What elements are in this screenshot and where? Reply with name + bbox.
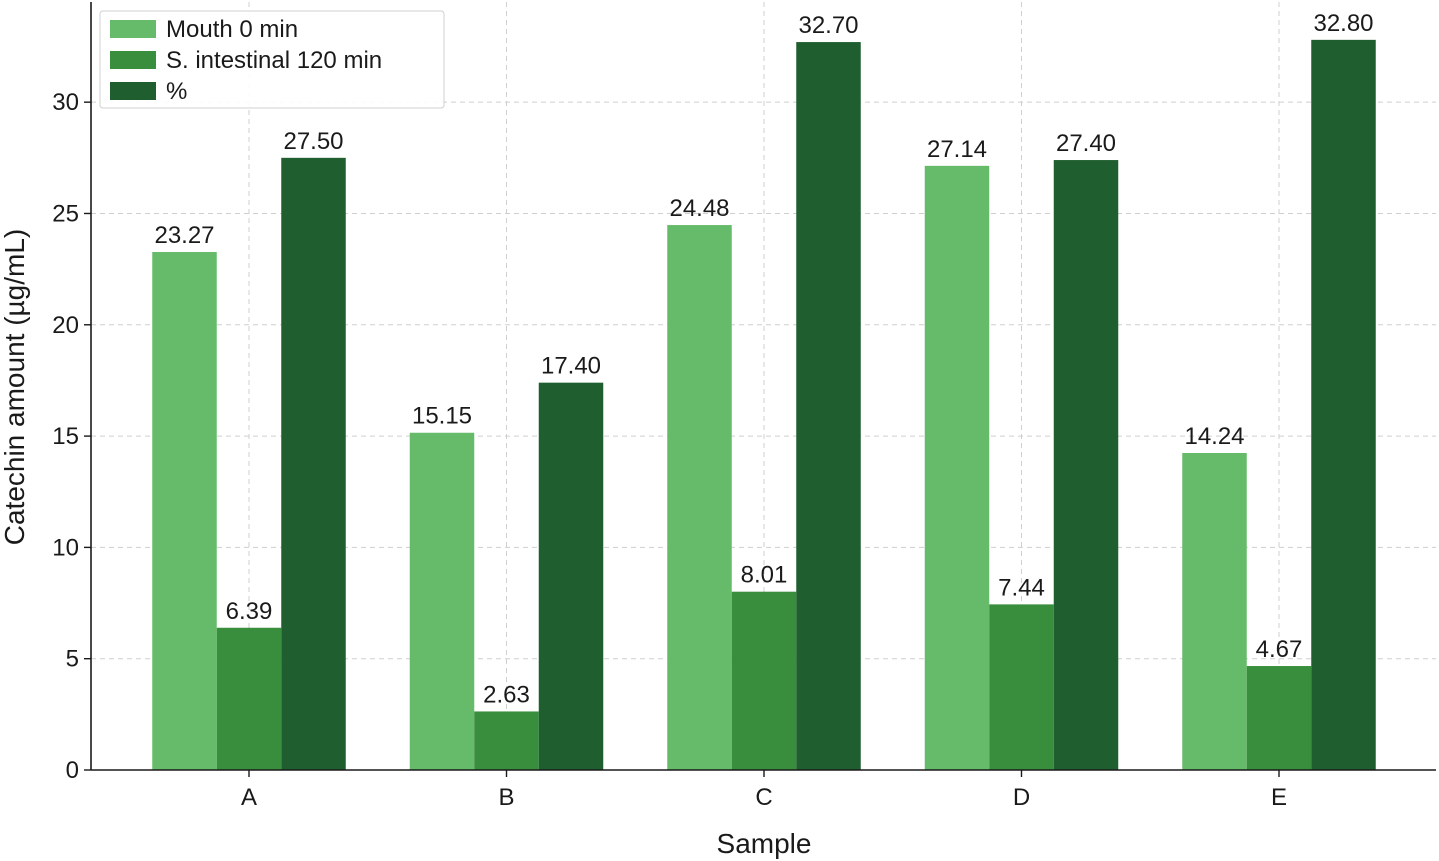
x-tick-label: C [755, 784, 772, 811]
y-tick-label: 0 [66, 757, 79, 784]
data-label: 32.70 [798, 12, 858, 39]
legend: Mouth 0 min S. intestinal 120 min% [99, 10, 445, 109]
x-tick-label: A [241, 784, 257, 811]
legend-label: Mouth 0 min [166, 16, 298, 43]
data-label: 7.44 [998, 574, 1045, 601]
data-label: 8.01 [741, 562, 788, 589]
bar-c-series-1 [667, 225, 732, 771]
data-label: 24.48 [669, 195, 729, 222]
bar-b-series-2 [474, 711, 539, 770]
y-tick-label: 20 [52, 312, 79, 339]
bar-e-series-1 [1182, 453, 1247, 770]
bars-layer [152, 39, 1376, 771]
axes-layer: 0 5 10 15 20 25 30 A B C D E [52, 2, 1436, 811]
legend-swatch [110, 20, 156, 38]
x-axis-title: Sample [717, 828, 812, 859]
bar-c-series-3 [796, 42, 861, 770]
x-tick-label: E [1271, 784, 1287, 811]
data-label: 6.39 [226, 598, 273, 625]
bar-a-series-2 [216, 627, 282, 770]
data-label: 27.40 [1056, 130, 1116, 157]
data-label: 27.14 [927, 136, 987, 163]
data-label: 2.63 [483, 681, 530, 708]
data-label: 23.27 [154, 222, 214, 249]
bar-e-series-2 [1246, 666, 1312, 770]
data-label: 15.15 [412, 403, 472, 430]
data-label: 27.50 [283, 128, 343, 155]
legend-swatch [110, 82, 156, 100]
bar-e-series-3 [1311, 39, 1376, 770]
bar-d-series-3 [1053, 160, 1119, 770]
bar-b-series-1 [409, 432, 475, 770]
bar-c-series-2 [731, 591, 797, 770]
bar-a-series-1 [152, 251, 217, 770]
legend-box [99, 10, 445, 109]
data-label: 17.40 [541, 353, 601, 380]
legend-label: S. intestinal 120 min [166, 47, 382, 74]
data-label: 4.67 [1256, 636, 1303, 663]
legend-label: % [166, 78, 187, 105]
bar-d-series-1 [924, 165, 990, 771]
y-tick-label: 10 [52, 534, 79, 561]
y-tick-label: 5 [66, 646, 79, 673]
value-labels-layer: 23.27 15.15 24.48 27.14 14.24 6.39 2.63 8.01 7.4… [154, 10, 1373, 709]
bar-d-series-2 [989, 604, 1054, 770]
bar-b-series-3 [538, 382, 604, 770]
x-tick-label: D [1013, 784, 1030, 811]
bar-a-series-3 [281, 157, 346, 771]
y-tick-label: 30 [52, 89, 79, 116]
legend-swatch [110, 51, 156, 69]
y-tick-label: 25 [52, 200, 79, 227]
x-tick-label: B [498, 784, 514, 811]
y-axis-title: Catechin amount (µg/mL) [0, 229, 30, 546]
data-label: 14.24 [1184, 423, 1244, 450]
y-tick-label: 15 [52, 423, 79, 450]
data-label: 32.80 [1313, 10, 1373, 37]
